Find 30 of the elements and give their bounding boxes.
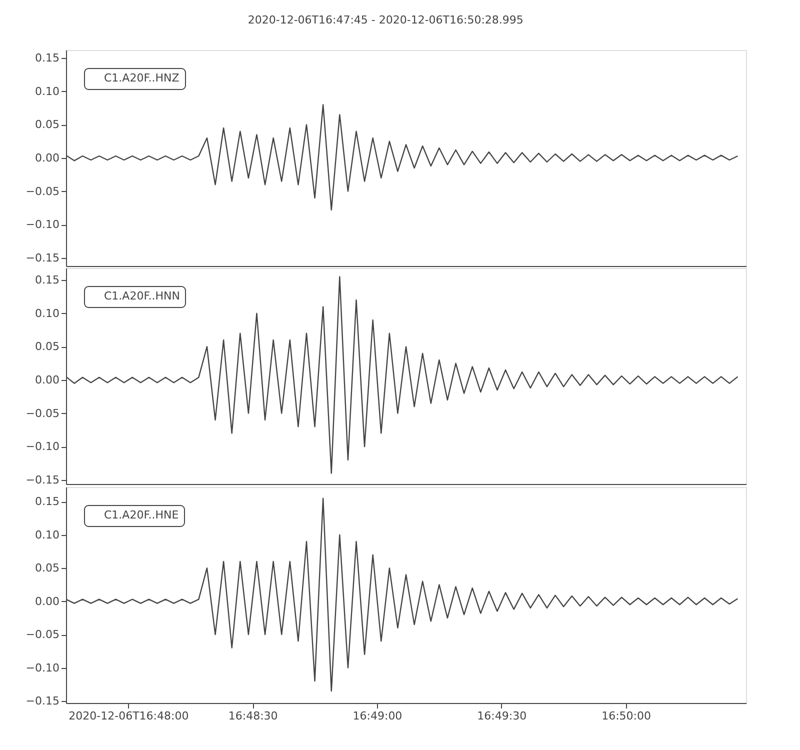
y-tick-label: −0.05 bbox=[26, 406, 60, 420]
y-tick-label: −0.05 bbox=[26, 628, 60, 642]
y-tick-label: 0.00 bbox=[35, 594, 60, 608]
y-tick-label: 0.15 bbox=[35, 274, 60, 286]
x-tick-label: 16:49:30 bbox=[477, 710, 527, 722]
y-tick-label: −0.15 bbox=[26, 474, 60, 486]
y-tick-label: 0.15 bbox=[35, 52, 60, 64]
x-tick-label: 2020-12-06T16:48:00 bbox=[68, 710, 189, 722]
y-tick-label: 0.00 bbox=[35, 152, 60, 164]
text: C1.A20F..HNE bbox=[104, 508, 179, 522]
y-tick-label: 0.05 bbox=[35, 340, 60, 354]
y-tick-label: 0.15 bbox=[35, 495, 60, 508]
y-tick-label: 0.00 bbox=[35, 374, 60, 386]
y-tick-label: −0.10 bbox=[26, 218, 60, 232]
text: C1.A20F..HNZ bbox=[104, 72, 180, 84]
y-tick-label: 0.05 bbox=[35, 118, 60, 132]
text: C1.A20F..HNN bbox=[104, 290, 180, 302]
y-tick-label: −0.10 bbox=[26, 440, 60, 454]
x-tick-label: 16:50:00 bbox=[602, 710, 651, 722]
y-tick-label: −0.15 bbox=[26, 694, 60, 708]
y-tick-label: 0.10 bbox=[35, 306, 60, 320]
y-tick-label: −0.05 bbox=[26, 184, 60, 198]
y-tick-label: −0.10 bbox=[26, 661, 60, 674]
y-tick-label: 0.05 bbox=[35, 562, 60, 575]
x-tick-label: 16:48:30 bbox=[228, 710, 278, 722]
y-tick-label: −0.15 bbox=[26, 252, 60, 264]
y-tick-label: 0.10 bbox=[35, 84, 60, 98]
y-tick-label: 0.10 bbox=[35, 528, 60, 542]
x-tick-label: 16:49:00 bbox=[352, 710, 402, 722]
chart-title: 2020-12-06T16:47:45 - 2020-12-06T16:50:28.995 bbox=[248, 14, 524, 26]
